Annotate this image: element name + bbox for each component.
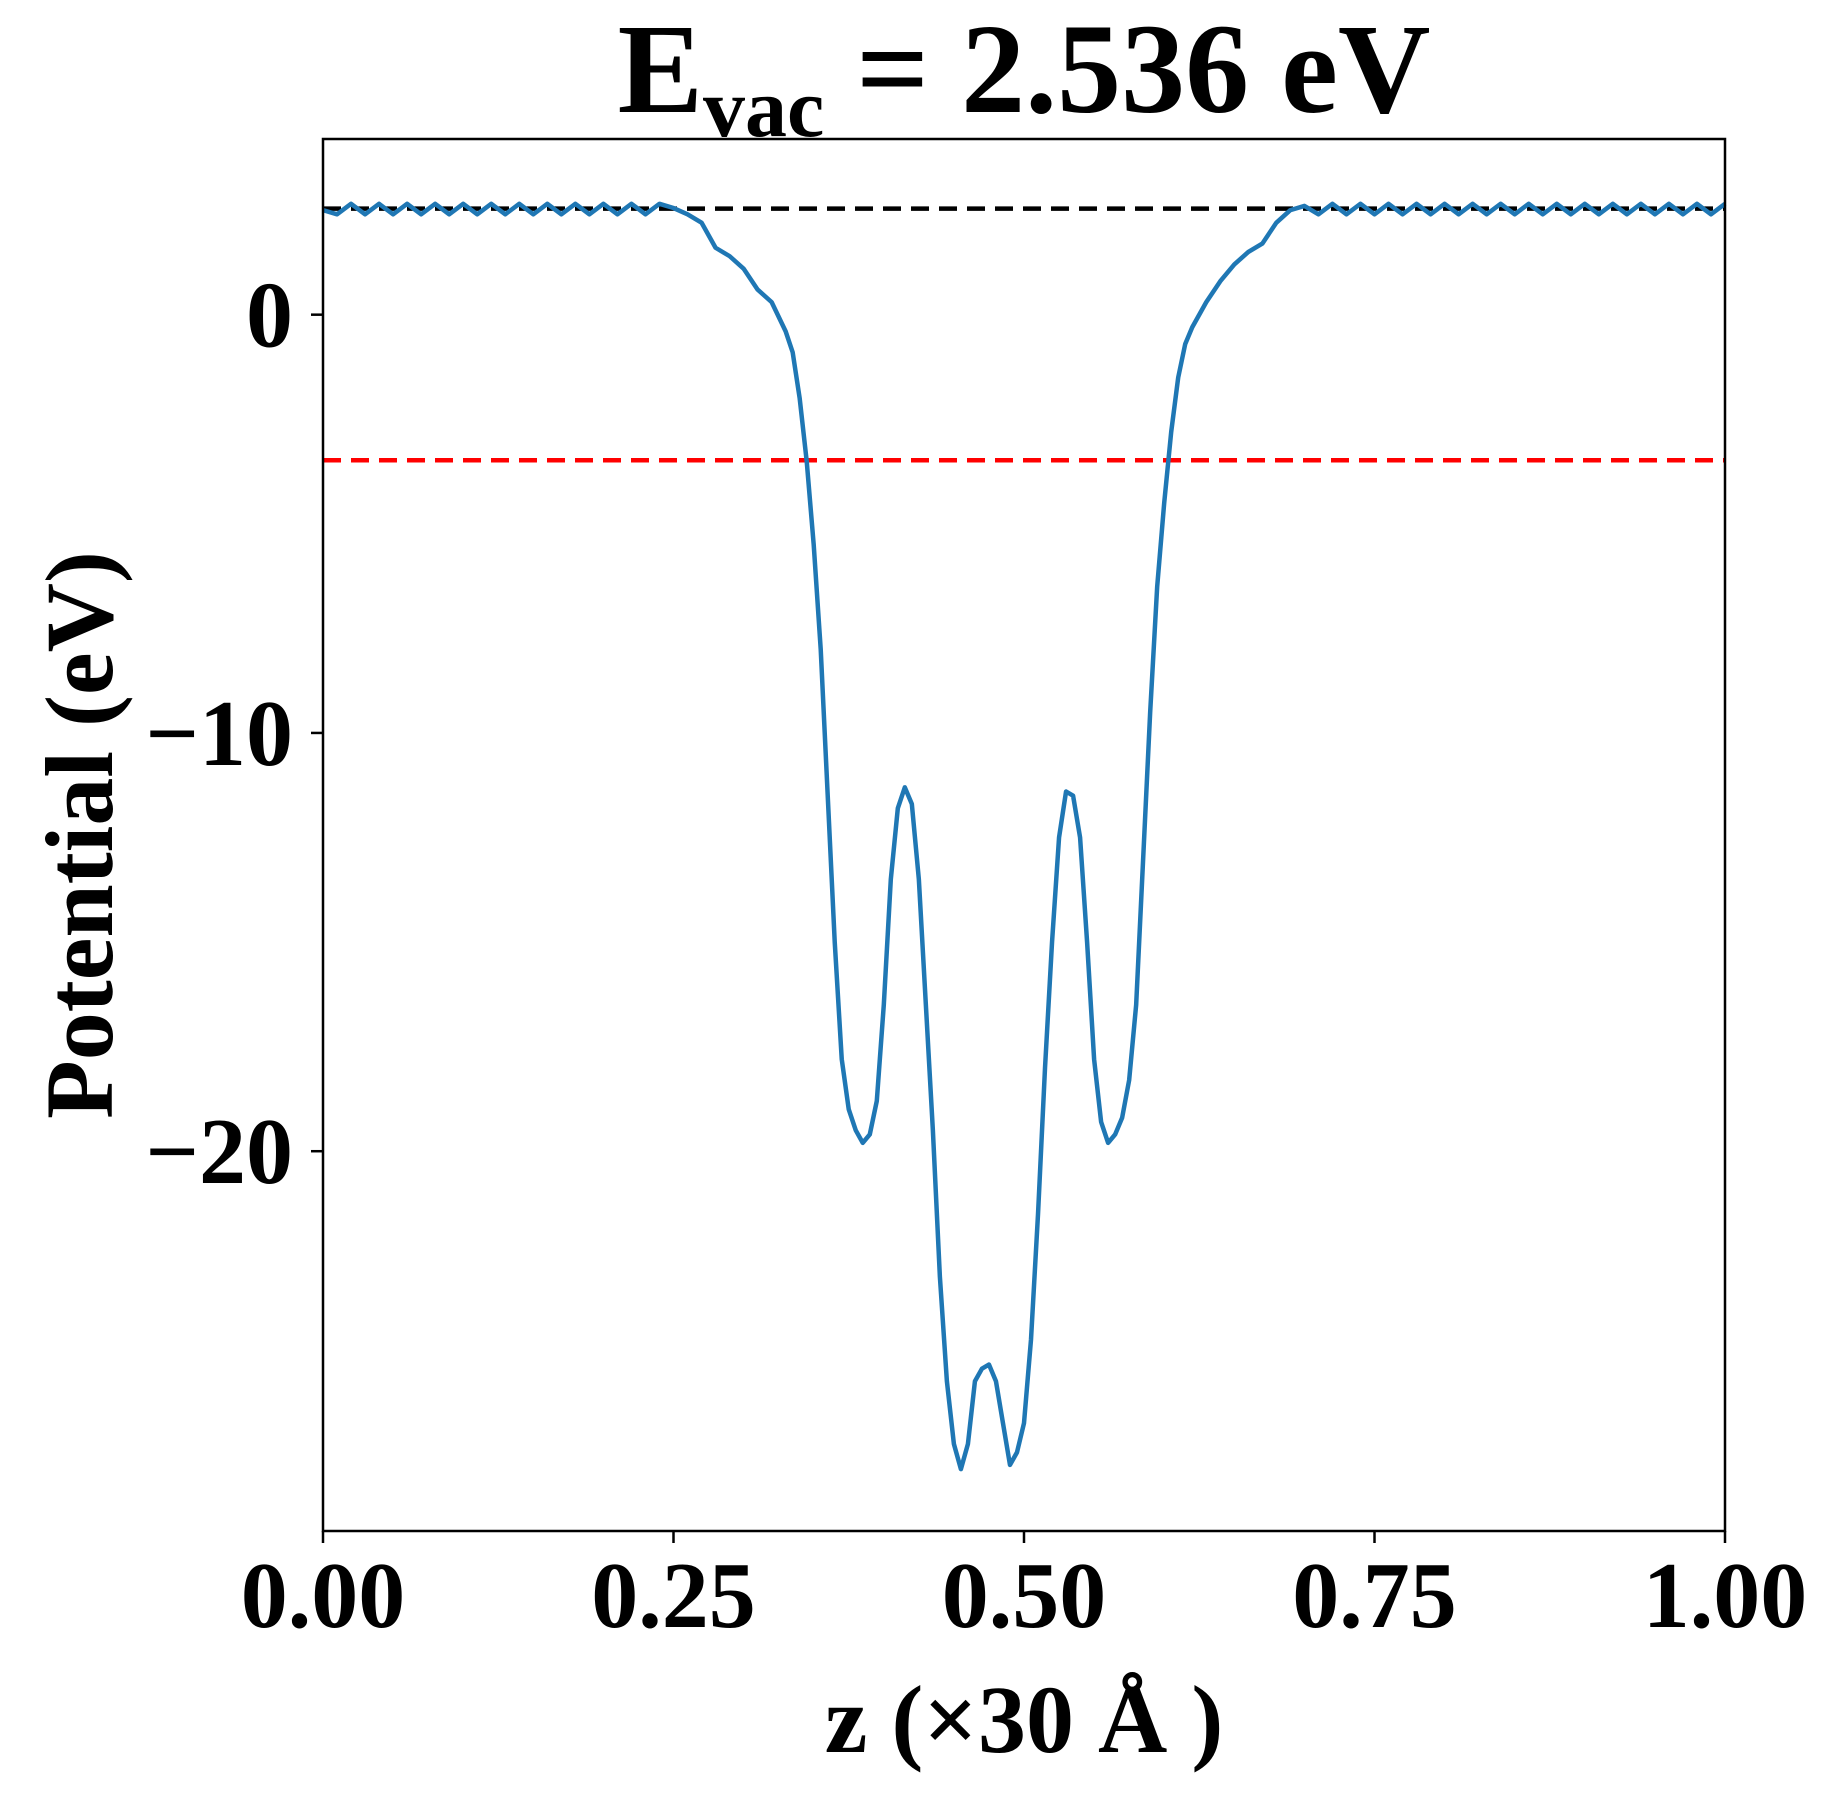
- title-main: E: [618, 0, 703, 140]
- x-tick-label: 1.00: [1643, 1544, 1808, 1648]
- x-axis-label: z (×30 Å ): [825, 1666, 1224, 1773]
- y-tick-label: −20: [145, 1100, 293, 1204]
- title-rest: = 2.536 eV: [824, 0, 1430, 140]
- y-axis-label: Potential (eV): [26, 551, 133, 1119]
- plot-frame: [321, 137, 1727, 1533]
- x-tick-label: 0.25: [591, 1544, 756, 1648]
- x-tick-label: 0.00: [241, 1544, 406, 1648]
- x-tick-label: 0.75: [1292, 1544, 1457, 1648]
- y-tick-label: 0: [246, 264, 293, 368]
- x-tick-label: 0.50: [942, 1544, 1107, 1648]
- title-subscript: vac: [703, 62, 824, 155]
- chart-title: Evac = 2.536 eV: [618, 0, 1431, 155]
- data-line: [322, 201, 1727, 1472]
- y-tick-label: −10: [145, 682, 293, 786]
